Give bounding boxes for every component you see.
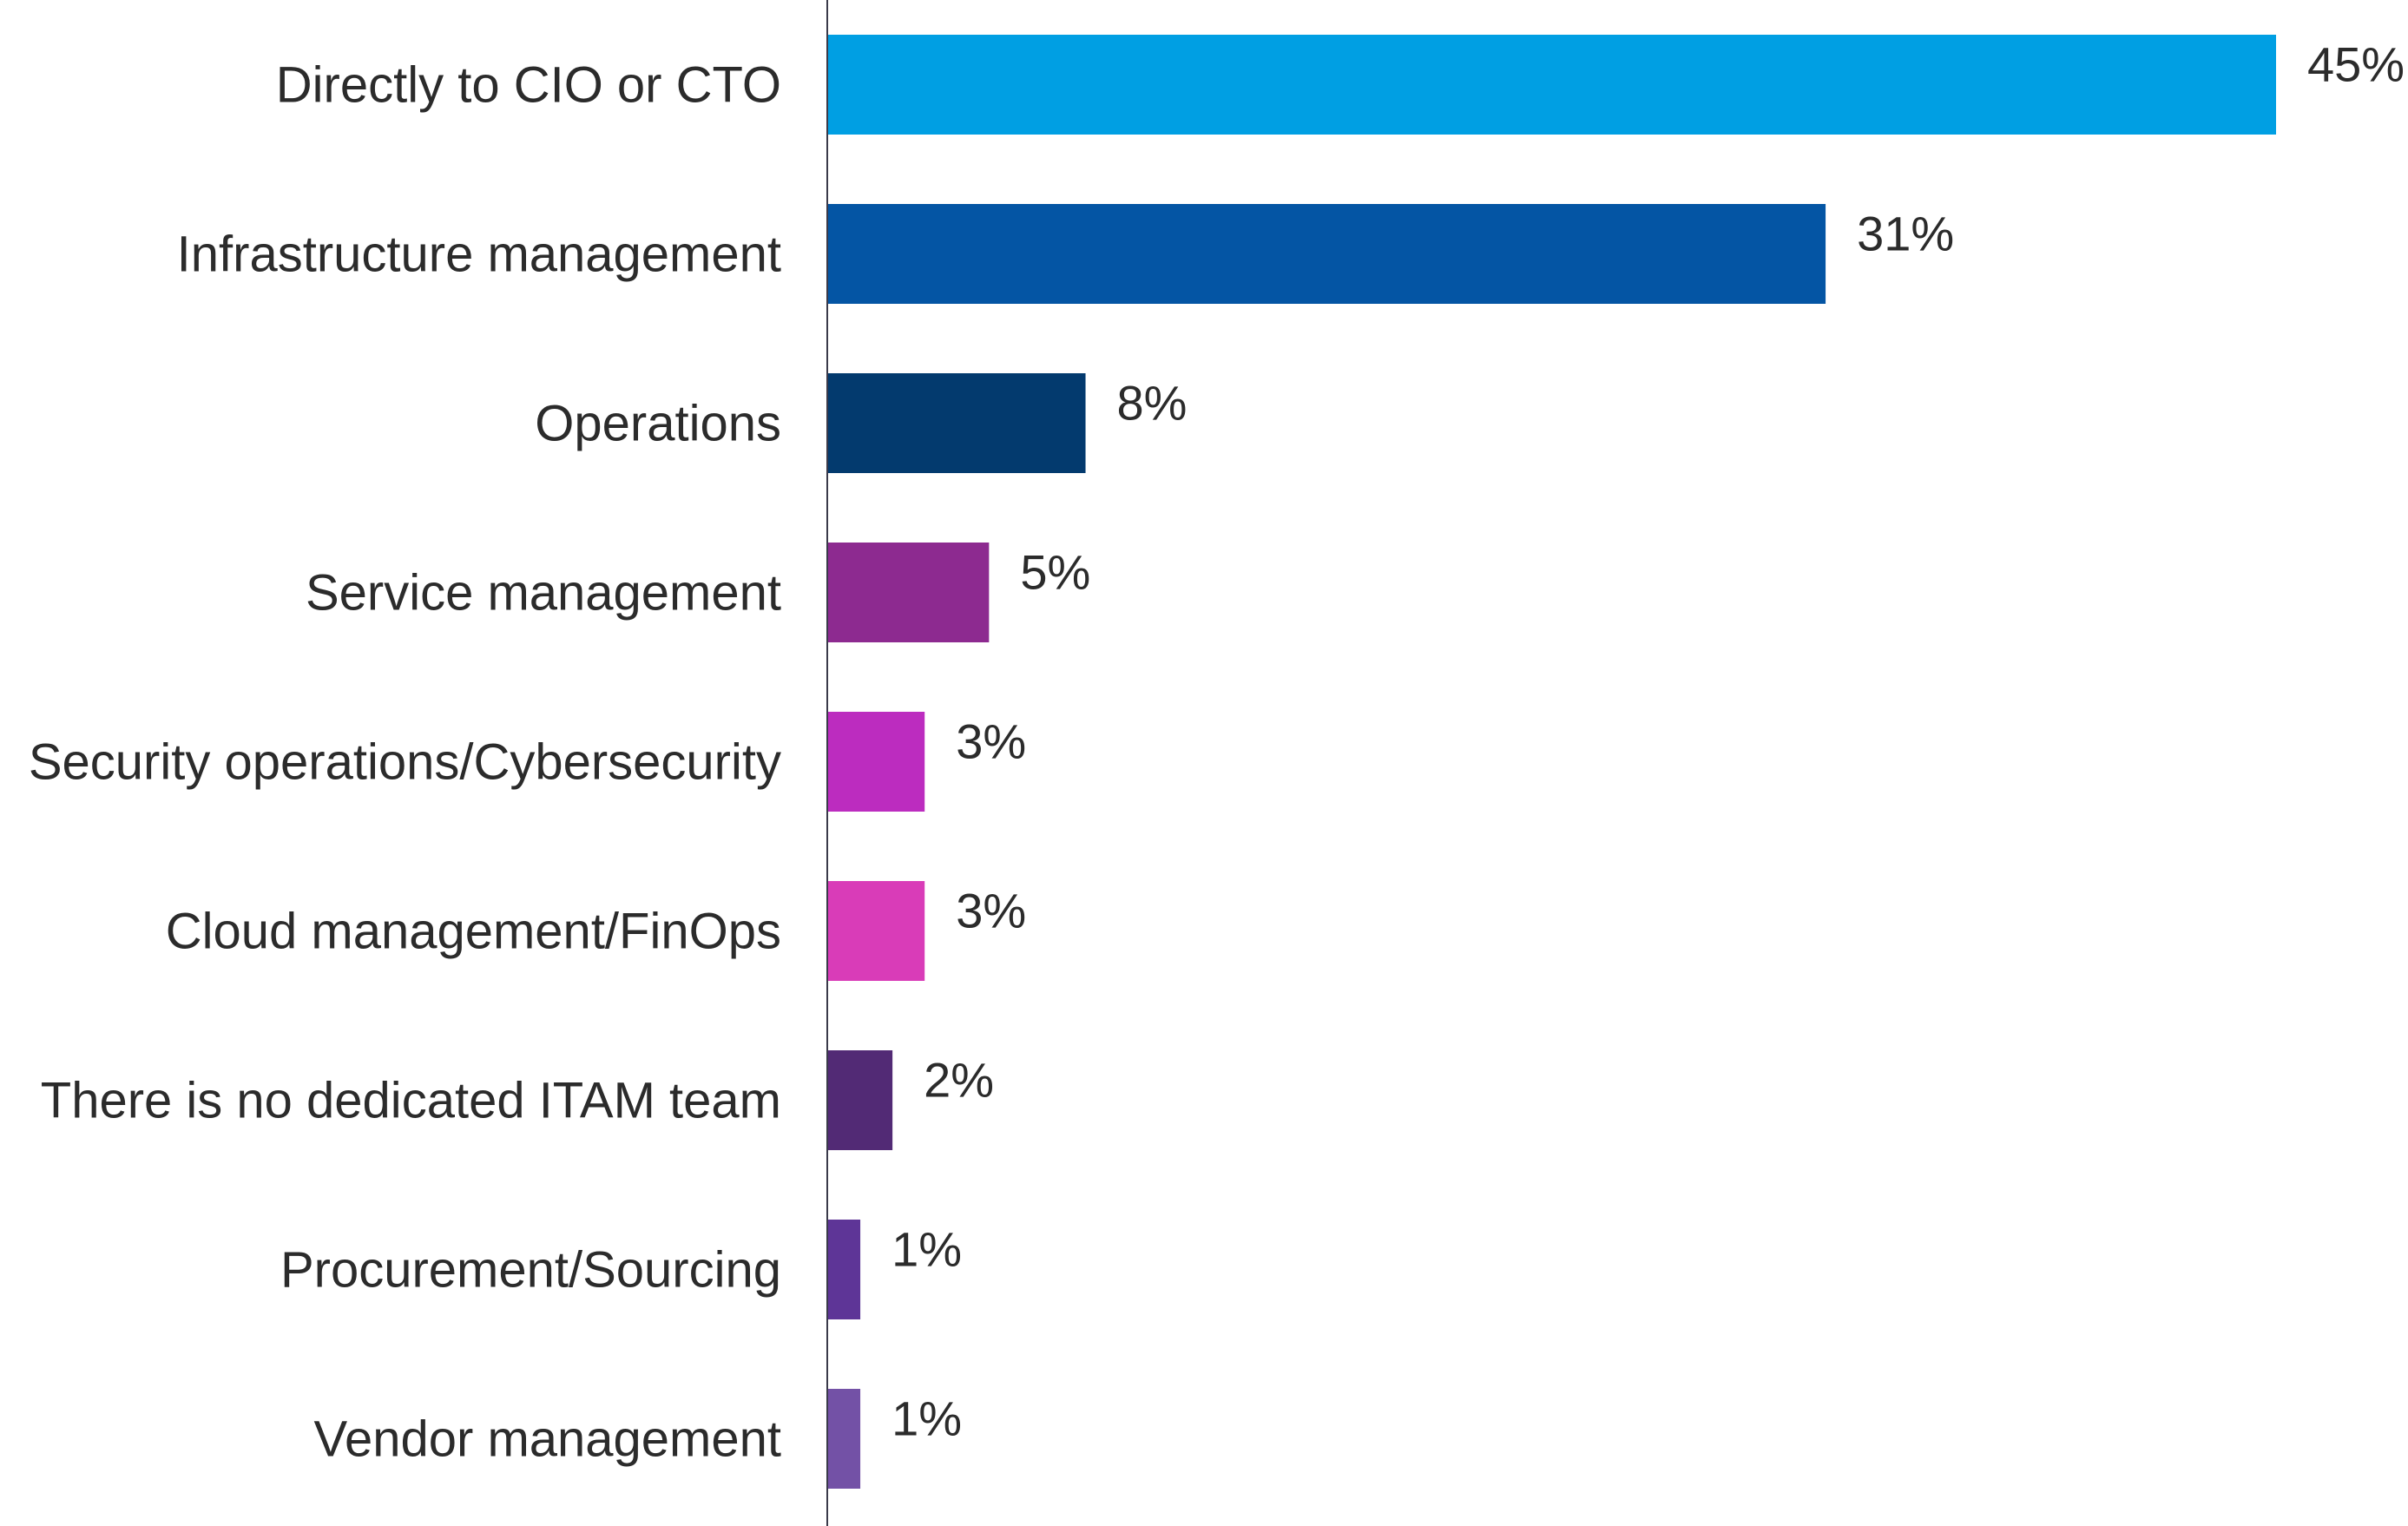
category-label: Service management [306, 565, 781, 622]
value-label: 45% [2307, 37, 2405, 92]
value-label: 1% [891, 1391, 962, 1446]
category-label: Operations [535, 396, 781, 452]
category-label: Cloud management/FinOps [166, 904, 781, 960]
category-label: Directly to CIO or CTO [276, 57, 781, 114]
value-label: 3% [956, 884, 1026, 938]
bar [828, 712, 925, 812]
value-label: 2% [924, 1053, 994, 1108]
category-labels: Directly to CIO or CTO Infrastructure man… [29, 57, 781, 1468]
bar [828, 881, 925, 981]
bar [828, 373, 1086, 473]
value-label: 31% [1857, 207, 1954, 261]
bars [828, 35, 2276, 1489]
category-label: Infrastructure management [177, 227, 781, 283]
category-label: There is no dedicated ITAM team [41, 1073, 781, 1129]
value-label: 8% [1117, 376, 1188, 431]
bar [828, 204, 1826, 304]
category-label: Procurement/Sourcing [280, 1242, 781, 1299]
category-label: Vendor management [314, 1411, 781, 1468]
bar [828, 35, 2276, 135]
bar [828, 1389, 861, 1489]
value-label: 5% [1020, 545, 1090, 600]
value-label: 3% [956, 714, 1026, 769]
bar [828, 1220, 861, 1319]
bar [828, 1050, 893, 1150]
bar [828, 543, 990, 642]
value-labels: 45% 31% 8% 5% 3% 3% 2% 1% 1% [891, 37, 2405, 1446]
category-label: Security operations/Cybersecurity [29, 734, 781, 791]
value-label: 1% [891, 1222, 962, 1277]
